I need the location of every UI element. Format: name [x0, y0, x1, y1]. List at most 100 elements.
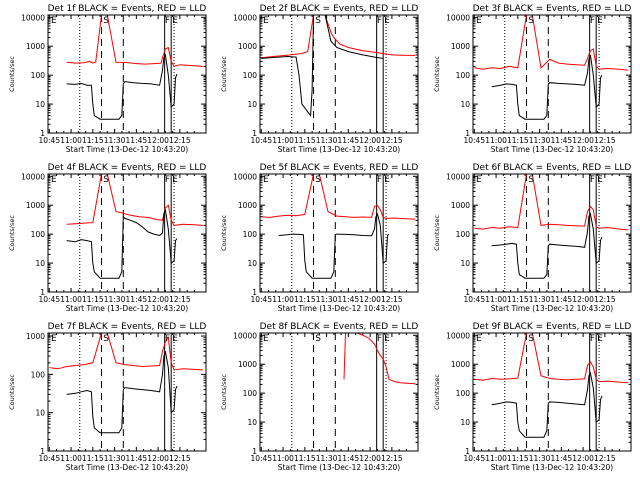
y-axis-label: Counts/sec [433, 374, 441, 410]
x-tick-label: 11:45 [551, 454, 573, 463]
y-tick-label: 1000 [451, 42, 470, 51]
x-tick-label: 12:15 [381, 295, 403, 304]
events-series-line [66, 53, 178, 120]
y-tick-label: 1000 [238, 42, 257, 51]
panel-8: Det 8f BLACK = Events, RED = LLD Counts/s… [220, 322, 419, 472]
y-axis-label: Counts/sec [433, 56, 441, 92]
marker-label: F [590, 334, 595, 344]
marker-label: S [315, 175, 321, 185]
x-tick-label: 11:15 [507, 454, 529, 463]
y-tick-label: 100 [243, 230, 258, 239]
plot-frame [472, 332, 632, 452]
x-tick-label: 12:15 [169, 295, 191, 304]
marker-label: E [51, 175, 57, 185]
marker-label: S [103, 334, 109, 344]
x-tick-label: 11:30 [529, 136, 551, 145]
plot-frame [259, 332, 419, 452]
y-tick-label: 100 [31, 370, 46, 379]
events-series-line [66, 351, 178, 434]
marker-label: E [597, 175, 603, 185]
x-tick-label: 11:15 [294, 295, 316, 304]
x-tick-label: 12:15 [169, 454, 191, 463]
y-tick-label: 1 [40, 129, 45, 138]
marker-label: S [103, 16, 109, 26]
marker-label: E [51, 16, 57, 26]
x-tick-label: 12:15 [594, 454, 616, 463]
lld-series-line [66, 15, 204, 67]
y-axis-label: Counts/sec [220, 374, 228, 410]
marker-label: E [172, 334, 178, 344]
events-series-line [66, 209, 178, 279]
panel-7: Det 7f BLACK = Events, RED = LLD Counts/s… [8, 322, 207, 472]
lld-series-line [49, 333, 204, 371]
x-tick-label: 11:00 [485, 136, 507, 145]
panel-title: Det 2f BLACK = Events, RED = LLD [260, 4, 419, 14]
panel-2: Det 2f BLACK = Events, RED = LLD Counts/s… [220, 4, 419, 154]
x-tick-label: 11:30 [316, 454, 338, 463]
y-axis-label: Counts/sec [220, 215, 228, 251]
y-tick-label: 10 [460, 100, 470, 109]
y-tick-label: 1 [252, 288, 257, 297]
x-tick-label: 11:45 [338, 136, 360, 145]
x-tick-label: 11:45 [338, 454, 360, 463]
x-tick-label: 12:00 [359, 454, 381, 463]
y-tick-label: 10000 [446, 13, 470, 22]
x-tick-label: 10:45 [250, 295, 272, 304]
x-axis-label: Start Time (13-Dec-12 10:43:20) [66, 304, 188, 313]
marker-label: E [263, 16, 269, 26]
plot-frame [472, 173, 632, 293]
marker-label: F [590, 16, 595, 26]
x-tick-label: 12:00 [572, 295, 594, 304]
x-tick-label: 11:15 [82, 454, 104, 463]
x-tick-label: 11:00 [272, 295, 294, 304]
y-tick-label: 100 [243, 71, 258, 80]
marker-label: F [377, 175, 382, 185]
x-tick-label: 10:45 [38, 136, 60, 145]
x-tick-label: 12:15 [381, 136, 403, 145]
y-tick-label: 100 [31, 230, 46, 239]
plot-frame [259, 173, 419, 293]
x-tick-label: 12:00 [572, 136, 594, 145]
x-tick-label: 11:15 [507, 295, 529, 304]
y-axis-label: Counts/sec [8, 215, 16, 251]
y-tick-label: 1000 [451, 360, 470, 369]
y-tick-label: 1000 [26, 201, 45, 210]
marker-label: E [476, 334, 482, 344]
marker-label: F [165, 334, 170, 344]
x-tick-label: 11:30 [104, 295, 126, 304]
lld-series-line [474, 174, 629, 231]
panel-title: Det 6f BLACK = Events, RED = LLD [473, 163, 632, 173]
x-tick-label: 11:00 [272, 136, 294, 145]
lld-series-line [474, 15, 629, 71]
x-axis-label: Start Time (13-Dec-12 10:43:20) [491, 304, 613, 313]
y-tick-label: 100 [243, 389, 258, 398]
x-tick-label: 11:00 [60, 136, 82, 145]
x-tick-label: 10:45 [38, 295, 60, 304]
panel-title: Det 8f BLACK = Events, RED = LLD [260, 322, 419, 332]
panel-title: Det 7f BLACK = Events, RED = LLD [48, 322, 207, 332]
plot-frame [47, 14, 207, 134]
marker-label: F [590, 175, 595, 185]
marker-label: S [528, 16, 534, 26]
x-tick-label: 11:00 [272, 454, 294, 463]
x-tick-label: 11:45 [126, 136, 148, 145]
x-tick-label: 11:30 [529, 454, 551, 463]
panel-title: Det 3f BLACK = Events, RED = LLD [473, 4, 632, 14]
y-tick-label: 100 [456, 230, 471, 239]
x-tick-label: 12:15 [594, 295, 616, 304]
x-tick-label: 10:45 [463, 295, 485, 304]
y-tick-label: 10 [247, 418, 257, 427]
x-tick-label: 11:15 [294, 136, 316, 145]
y-tick-label: 1000 [238, 360, 257, 369]
marker-label: E [384, 175, 390, 185]
lld-series-line [261, 15, 416, 59]
x-tick-label: 10:45 [250, 136, 272, 145]
y-tick-label: 10 [247, 259, 257, 268]
y-axis-label: Counts/sec [8, 56, 16, 92]
y-tick-label: 10000 [233, 331, 257, 340]
y-tick-label: 10 [35, 100, 45, 109]
x-tick-label: 12:15 [381, 454, 403, 463]
x-tick-label: 11:30 [104, 136, 126, 145]
marker-label: F [165, 16, 170, 26]
